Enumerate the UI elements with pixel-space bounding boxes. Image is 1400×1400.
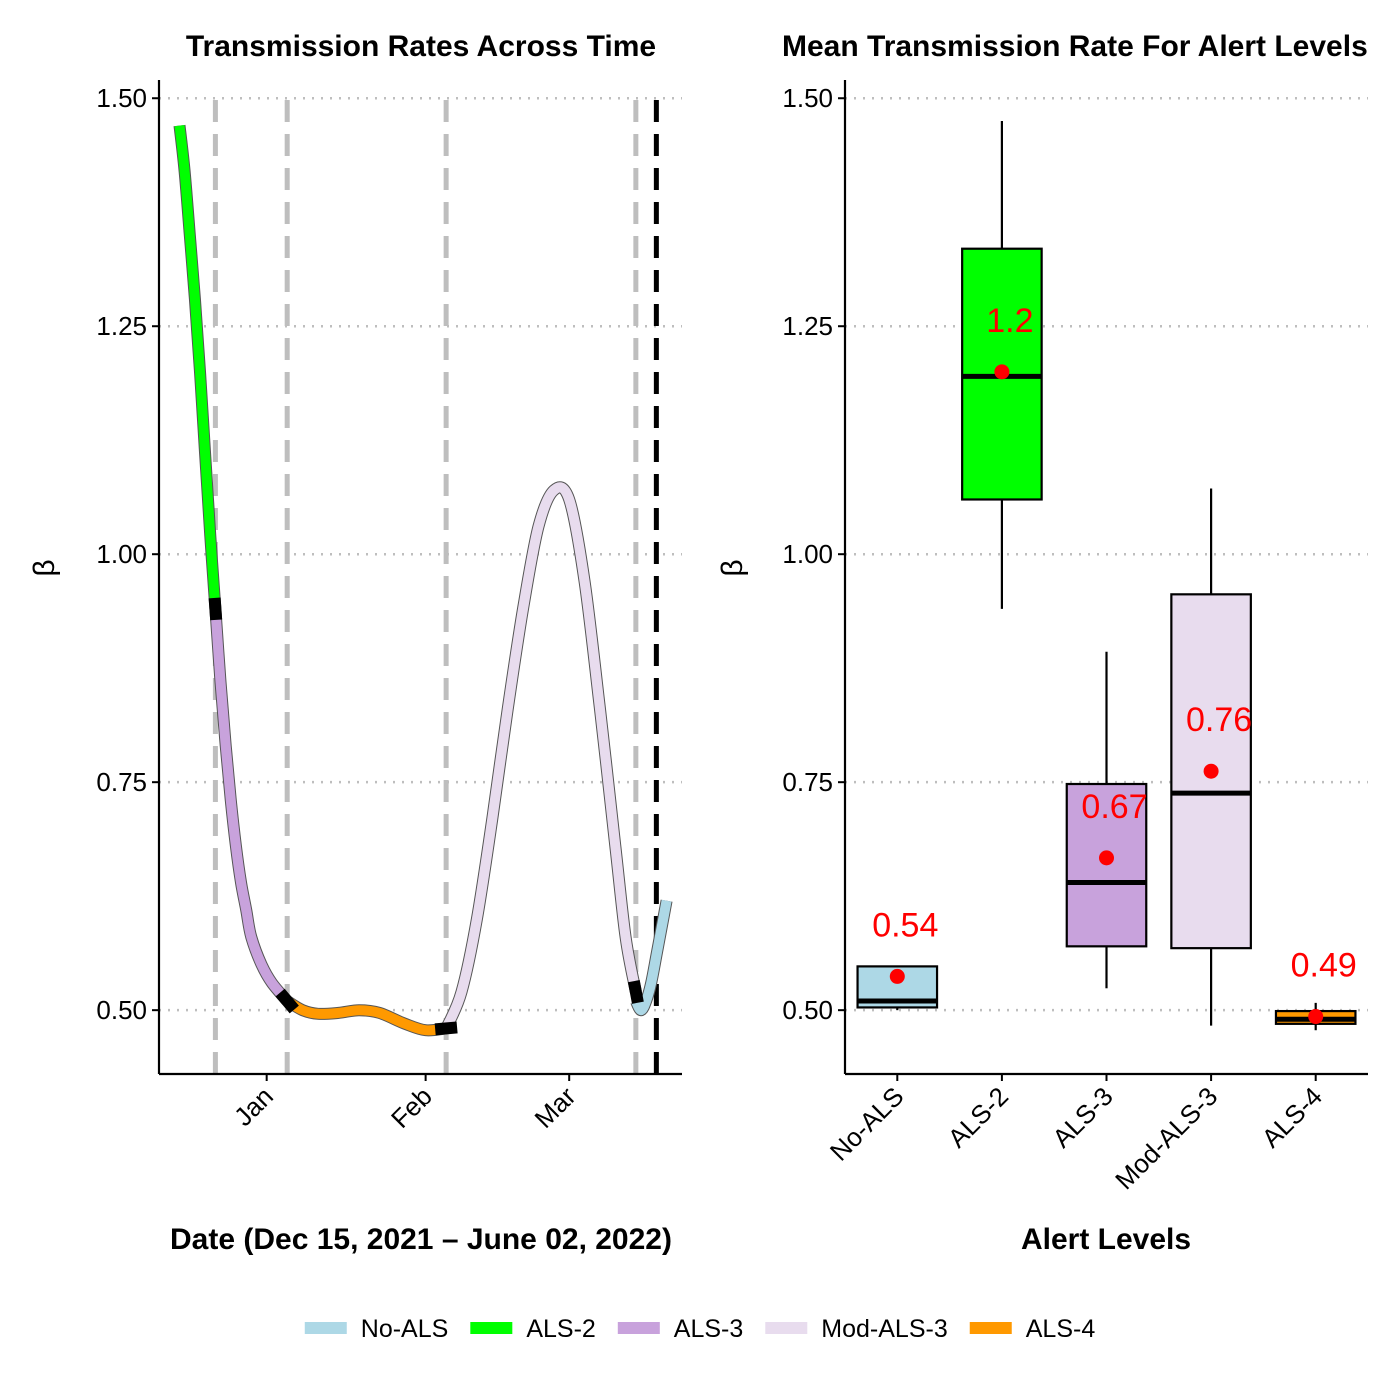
- right-boxes: 0.54 1.2 0.67 0.76 0.49: [856, 121, 1357, 1031]
- right-chart-title: Mean Transmission Rate For Alert Levels: [782, 30, 1368, 63]
- left-series: [173, 124, 673, 1037]
- right-x-axis-title: Alert Levels: [1021, 1223, 1191, 1256]
- right-y-tick-label: 1.25: [782, 311, 833, 341]
- mean-label: 0.76: [1186, 701, 1252, 739]
- right-y-tick-label: 0.75: [782, 767, 833, 797]
- left-x-tick-label: Feb: [385, 1081, 438, 1134]
- legend-item: ALS-2: [470, 1315, 596, 1343]
- mean-label: 0.49: [1291, 947, 1357, 985]
- mean-point: [889, 968, 905, 984]
- left-x-ticks: Jan Feb Mar: [228, 1074, 582, 1134]
- legend-item: Mod-ALS-3: [765, 1315, 948, 1343]
- legend-swatch: [617, 1322, 660, 1334]
- legend-label: ALS-3: [674, 1315, 743, 1343]
- left-y-tick-label: 0.50: [96, 995, 147, 1025]
- left-y-tick-label: 1.50: [96, 83, 147, 113]
- legend-swatch: [969, 1322, 1012, 1334]
- right-y-tick-label: 1.50: [782, 83, 833, 113]
- mean-point: [994, 364, 1010, 380]
- right-x-tick-label: Mod-ALS-3: [1109, 1081, 1223, 1195]
- right-x-tick-label: ALS-4: [1256, 1081, 1328, 1153]
- legend-swatch: [765, 1322, 808, 1334]
- left-x-tick-label: Jan: [228, 1081, 279, 1132]
- mean-point: [1308, 1009, 1324, 1025]
- legend-swatch: [304, 1322, 347, 1334]
- right-y-tick-label: 1.00: [782, 539, 833, 569]
- series-line-als-2: [174, 125, 221, 610]
- legend-label: ALS-4: [1026, 1315, 1096, 1343]
- right-panel: Mean Transmission Rate For Alert Levels …: [716, 30, 1368, 1256]
- left-y-axis-title: β: [28, 559, 61, 576]
- box-no-als: 0.54: [856, 906, 938, 1011]
- right-x-tick-label: ALS-2: [942, 1081, 1014, 1153]
- right-x-tick-label: No-ALS: [824, 1081, 910, 1167]
- legend: No-ALS ALS-2 ALS-3 Mod-ALS-3 ALS-4: [304, 1315, 1096, 1343]
- left-y-tick-label: 1.25: [96, 311, 147, 341]
- legend-label: Mod-ALS-3: [821, 1315, 947, 1343]
- left-x-axis-title: Date (Dec 15, 2021 – June 02, 2022): [170, 1223, 672, 1256]
- legend-item: ALS-4: [969, 1315, 1096, 1343]
- series-line-mod-als-3: [441, 482, 641, 1031]
- left-panel: Transmission Rates Across Time 0.50 0.75 1…: [28, 30, 682, 1256]
- legend-swatch: [470, 1322, 513, 1334]
- legend-item: No-ALS: [304, 1315, 449, 1343]
- mean-label: 0.54: [872, 906, 938, 944]
- mean-point: [1099, 850, 1114, 866]
- left-y-tick-label: 0.75: [96, 767, 147, 797]
- left-y-tick-label: 1.00: [96, 539, 147, 569]
- legend-item: ALS-3: [617, 1315, 743, 1343]
- right-x-tick-label: ALS-3: [1046, 1081, 1118, 1153]
- right-y-ticks: 0.50 0.75 1.00 1.25 1.50: [782, 83, 845, 1025]
- right-y-axis-title: β: [716, 559, 749, 576]
- transition-marker: [275, 988, 299, 1014]
- series-line-als-3: [210, 608, 291, 1005]
- transition-marker: [208, 597, 223, 621]
- transition-marker: [627, 980, 644, 1004]
- series-line-als-4: [284, 996, 447, 1036]
- mean-point: [1203, 763, 1219, 779]
- mean-label: 0.67: [1081, 788, 1147, 826]
- box-als-3: 0.67: [1065, 651, 1148, 989]
- box-als-2: 1.2: [961, 121, 1043, 609]
- box-als-4: 0.49: [1274, 947, 1357, 1031]
- left-chart-title: Transmission Rates Across Time: [186, 30, 656, 63]
- legend-label: No-ALS: [361, 1315, 449, 1343]
- series-line-no-als: [631, 899, 672, 1016]
- transition-marker: [434, 1021, 458, 1036]
- right-y-tick-label: 0.50: [782, 995, 833, 1025]
- legend-label: ALS-2: [526, 1315, 595, 1343]
- left-y-ticks: 0.50 0.75 1.00 1.25 1.50: [96, 83, 159, 1025]
- mean-label: 1.2: [986, 302, 1033, 340]
- left-gridlines: [159, 96, 682, 1012]
- box-mod-als-3: 0.76: [1170, 488, 1252, 1026]
- left-x-tick-label: Mar: [529, 1081, 582, 1134]
